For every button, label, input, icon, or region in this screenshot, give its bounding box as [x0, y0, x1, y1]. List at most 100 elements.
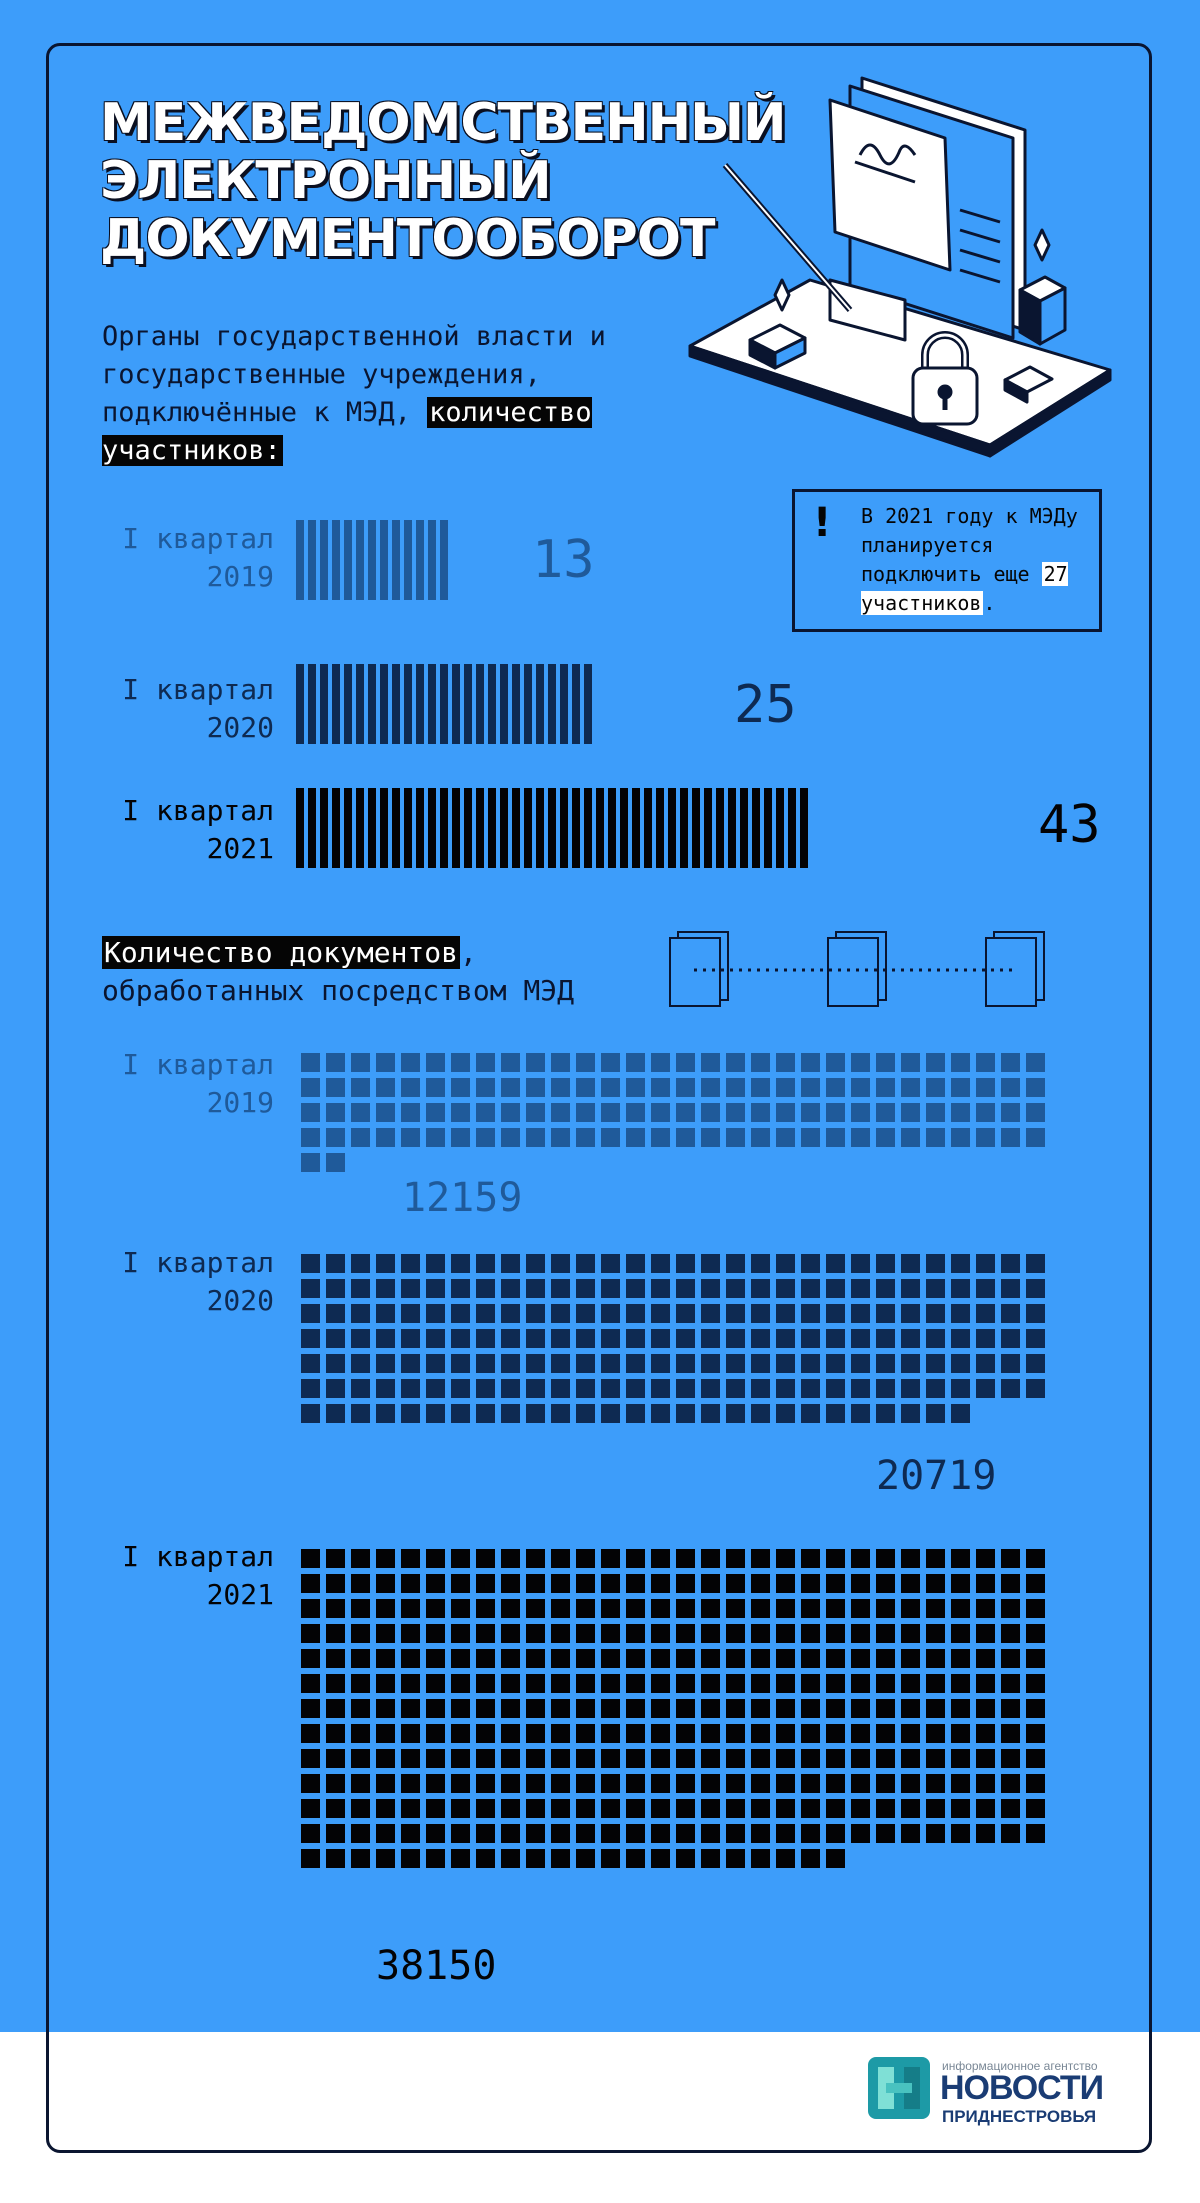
document-square-2-25: [901, 1254, 920, 1273]
participant-bar-2-15: [464, 664, 472, 744]
document-square-1-13: [601, 1053, 620, 1072]
document-square-1-34: [376, 1078, 395, 1097]
document-square-2-72: [576, 1304, 595, 1323]
document-square-3-341: [551, 1824, 570, 1843]
document-square-3-207: [951, 1699, 970, 1718]
document-square-3-218: [476, 1724, 495, 1743]
document-square-3-190: [526, 1699, 545, 1718]
bar-row-label-2019-line2: 2019: [206, 560, 274, 593]
document-square-3-86: [926, 1599, 945, 1618]
participant-bar-2-7: [368, 664, 376, 744]
docs-row-label-2020: I квартал 2020: [60, 1244, 274, 1320]
document-square-2-29: [1001, 1254, 1020, 1273]
document-square-2-93: [351, 1329, 370, 1348]
title-line-2: ЭЛЕКТРОННЫЙ: [100, 151, 552, 211]
bar-row-label-2021-line1: I квартал: [122, 794, 274, 827]
participant-bar-2-19: [512, 664, 520, 744]
document-square-3-35: [401, 1574, 420, 1593]
document-square-3-248: [476, 1749, 495, 1768]
document-square-1-12: [576, 1053, 595, 1072]
document-square-3-283: [601, 1774, 620, 1793]
document-square-3-338: [476, 1824, 495, 1843]
document-square-3-50: [776, 1574, 795, 1593]
document-square-1-37: [451, 1078, 470, 1097]
document-square-1-38: [476, 1078, 495, 1097]
document-square-3-226: [676, 1724, 695, 1743]
document-square-2-161: [551, 1379, 570, 1398]
document-square-3-247: [451, 1749, 470, 1768]
document-square-1-87: [951, 1103, 970, 1122]
document-square-2-78: [726, 1304, 745, 1323]
document-square-3-10: [526, 1549, 545, 1568]
document-square-3-237: [951, 1724, 970, 1743]
participant-bar-1-7: [368, 520, 376, 600]
document-square-3-122: [326, 1649, 345, 1668]
docs-value-2019: 12159: [402, 1175, 523, 1221]
document-square-2-150: [1026, 1354, 1045, 1373]
bar-row-label-2019: I квартал 2019: [60, 520, 274, 596]
document-square-3-206: [926, 1699, 945, 1718]
participant-bar-1-8: [380, 520, 388, 600]
document-square-2-27: [951, 1254, 970, 1273]
document-square-3-109: [751, 1624, 770, 1643]
document-square-2-197: [701, 1404, 720, 1423]
document-square-3-349: [751, 1824, 770, 1843]
document-square-2-157: [451, 1379, 470, 1398]
document-square-1-22: [826, 1053, 845, 1072]
document-square-1-6: [426, 1053, 445, 1072]
document-square-3-288: [726, 1774, 745, 1793]
document-square-3-310: [526, 1799, 545, 1818]
document-square-3-191: [551, 1699, 570, 1718]
docs-row-label-2019-line2: 2019: [206, 1086, 274, 1119]
participant-bar-3-5: [344, 788, 352, 868]
document-square-3-360: [1026, 1824, 1045, 1843]
document-square-2-113: [851, 1329, 870, 1348]
document-square-2-89: [1001, 1304, 1020, 1323]
document-square-3-289: [751, 1774, 770, 1793]
participant-bar-2-23: [560, 664, 568, 744]
document-square-1-3: [351, 1053, 370, 1072]
document-square-3-293: [851, 1774, 870, 1793]
document-square-2-170: [776, 1379, 795, 1398]
document-square-3-113: [851, 1624, 870, 1643]
document-square-3-235: [901, 1724, 920, 1743]
participant-bar-3-8: [380, 788, 388, 868]
participant-bar-3-33: [680, 788, 688, 868]
document-square-2-30: [1026, 1254, 1045, 1273]
document-square-3-340: [526, 1824, 545, 1843]
participant-bar-3-11: [416, 788, 424, 868]
participant-bar-3-19: [512, 788, 520, 868]
document-square-2-32: [326, 1279, 345, 1298]
document-square-3-354: [876, 1824, 895, 1843]
document-square-3-152: [326, 1674, 345, 1693]
document-square-3-294: [876, 1774, 895, 1793]
document-square-3-276: [426, 1774, 445, 1793]
document-square-2-139: [751, 1354, 770, 1373]
participant-bar-3-31: [656, 788, 664, 868]
document-square-2-185: [401, 1404, 420, 1423]
document-square-3-112: [826, 1624, 845, 1643]
document-square-1-94: [376, 1128, 395, 1147]
document-square-3-290: [776, 1774, 795, 1793]
document-square-2-20: [776, 1254, 795, 1273]
document-square-2-188: [476, 1404, 495, 1423]
document-square-3-192: [576, 1699, 595, 1718]
document-square-1-99: [501, 1128, 520, 1147]
document-square-3-52: [826, 1574, 845, 1593]
document-square-2-105: [651, 1329, 670, 1348]
document-square-3-368: [476, 1849, 495, 1868]
document-square-2-168: [726, 1379, 745, 1398]
document-square-2-35: [401, 1279, 420, 1298]
document-square-3-45: [651, 1574, 670, 1593]
document-square-3-49: [751, 1574, 770, 1593]
document-square-3-241: [301, 1749, 320, 1768]
document-square-3-217: [451, 1724, 470, 1743]
document-square-3-34: [376, 1574, 395, 1593]
document-square-1-90: [1026, 1103, 1045, 1122]
document-square-3-371: [551, 1849, 570, 1868]
document-square-2-171: [801, 1379, 820, 1398]
bar-row-label-2020-line2: 2020: [206, 711, 274, 744]
participant-bar-3-36: [716, 788, 724, 868]
document-square-1-2: [326, 1053, 345, 1072]
document-square-1-121: [301, 1153, 320, 1172]
